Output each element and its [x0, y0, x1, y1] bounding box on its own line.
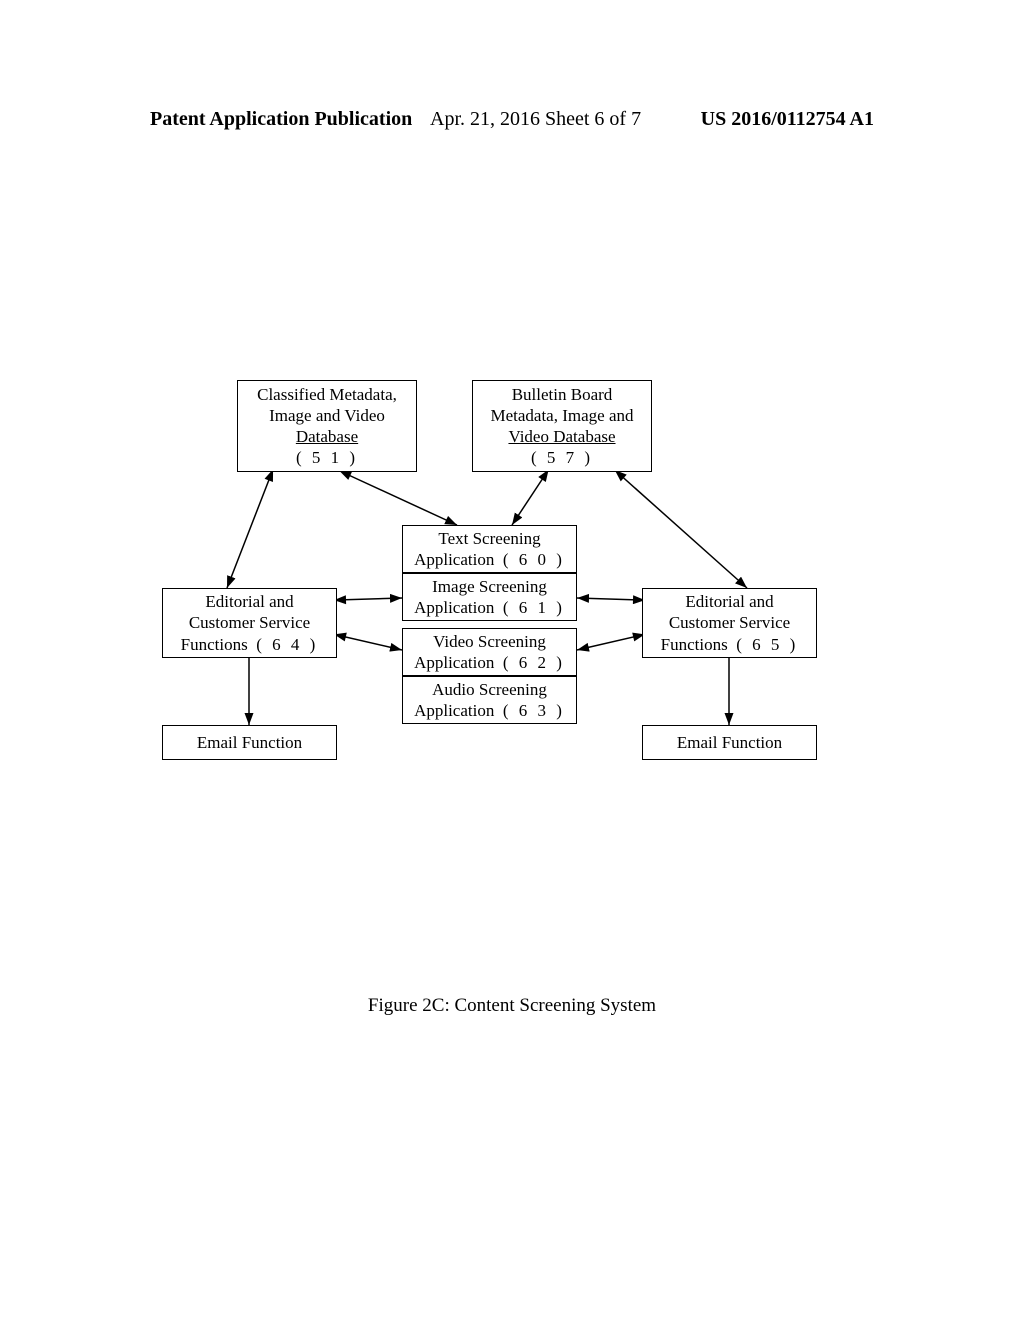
text: Application ( 6 2 ) — [407, 652, 572, 673]
video-screening-box: Video Screening Application ( 6 2 ) — [402, 628, 577, 676]
ref: ( 5 7 ) — [477, 447, 647, 468]
text: Functions — [181, 635, 248, 654]
text: Video Database — [508, 427, 615, 446]
header-center: Apr. 21, 2016 Sheet 6 of 7 — [430, 108, 641, 131]
image-screening-box: Image Screening Application ( 6 1 ) — [402, 573, 577, 621]
text: Editorial and — [167, 591, 332, 612]
text: Video Database — [477, 426, 647, 447]
text: Database — [242, 426, 412, 447]
ref: ( 5 1 ) — [242, 447, 412, 468]
text: Customer Service — [647, 612, 812, 633]
text: Bulletin Board — [477, 384, 647, 405]
text: Application — [414, 550, 494, 569]
text-screening-box: Text Screening Application ( 6 0 ) — [402, 525, 577, 573]
text: Metadata, Image and — [477, 405, 647, 426]
ref: ( 6 0 ) — [503, 550, 565, 569]
ref: ( 6 1 ) — [503, 598, 565, 617]
text: Image and Video — [242, 405, 412, 426]
text: Classified Metadata, — [242, 384, 412, 405]
text: Application — [414, 701, 494, 720]
ref: ( 6 5 ) — [736, 635, 798, 654]
text: Email Function — [167, 732, 332, 753]
text: Application ( 6 3 ) — [407, 700, 572, 721]
editorial-left-box: Editorial and Customer Service Functions… — [162, 588, 337, 658]
audio-screening-box: Audio Screening Application ( 6 3 ) — [402, 676, 577, 724]
text: Text Screening — [407, 528, 572, 549]
text: Customer Service — [167, 612, 332, 633]
text: Application ( 6 0 ) — [407, 549, 572, 570]
text: Image Screening — [407, 576, 572, 597]
ref: ( 6 3 ) — [503, 701, 565, 720]
text: Email Function — [647, 732, 812, 753]
email-left-box: Email Function — [162, 725, 337, 760]
header-right: US 2016/0112754 A1 — [701, 108, 874, 131]
editorial-right-box: Editorial and Customer Service Functions… — [642, 588, 817, 658]
text: Functions ( 6 5 ) — [647, 634, 812, 655]
ref: ( 6 2 ) — [503, 653, 565, 672]
text: Database — [296, 427, 358, 446]
text: Editorial and — [647, 591, 812, 612]
ref: ( 6 4 ) — [256, 635, 318, 654]
text: Audio Screening — [407, 679, 572, 700]
text: Application — [414, 598, 494, 617]
text: Application — [414, 653, 494, 672]
figure-caption: Figure 2C: Content Screening System — [0, 995, 1024, 1017]
header-left: Patent Application Publication — [150, 108, 412, 131]
email-right-box: Email Function — [642, 725, 817, 760]
text: Functions — [661, 635, 728, 654]
text: Functions ( 6 4 ) — [167, 634, 332, 655]
bulletin-db-box: Bulletin Board Metadata, Image and Video… — [472, 380, 652, 472]
content-screening-diagram: Classified Metadata, Image and Video Dat… — [152, 380, 872, 805]
text: Video Screening — [407, 631, 572, 652]
classified-db-box: Classified Metadata, Image and Video Dat… — [237, 380, 417, 472]
text: Application ( 6 1 ) — [407, 597, 572, 618]
